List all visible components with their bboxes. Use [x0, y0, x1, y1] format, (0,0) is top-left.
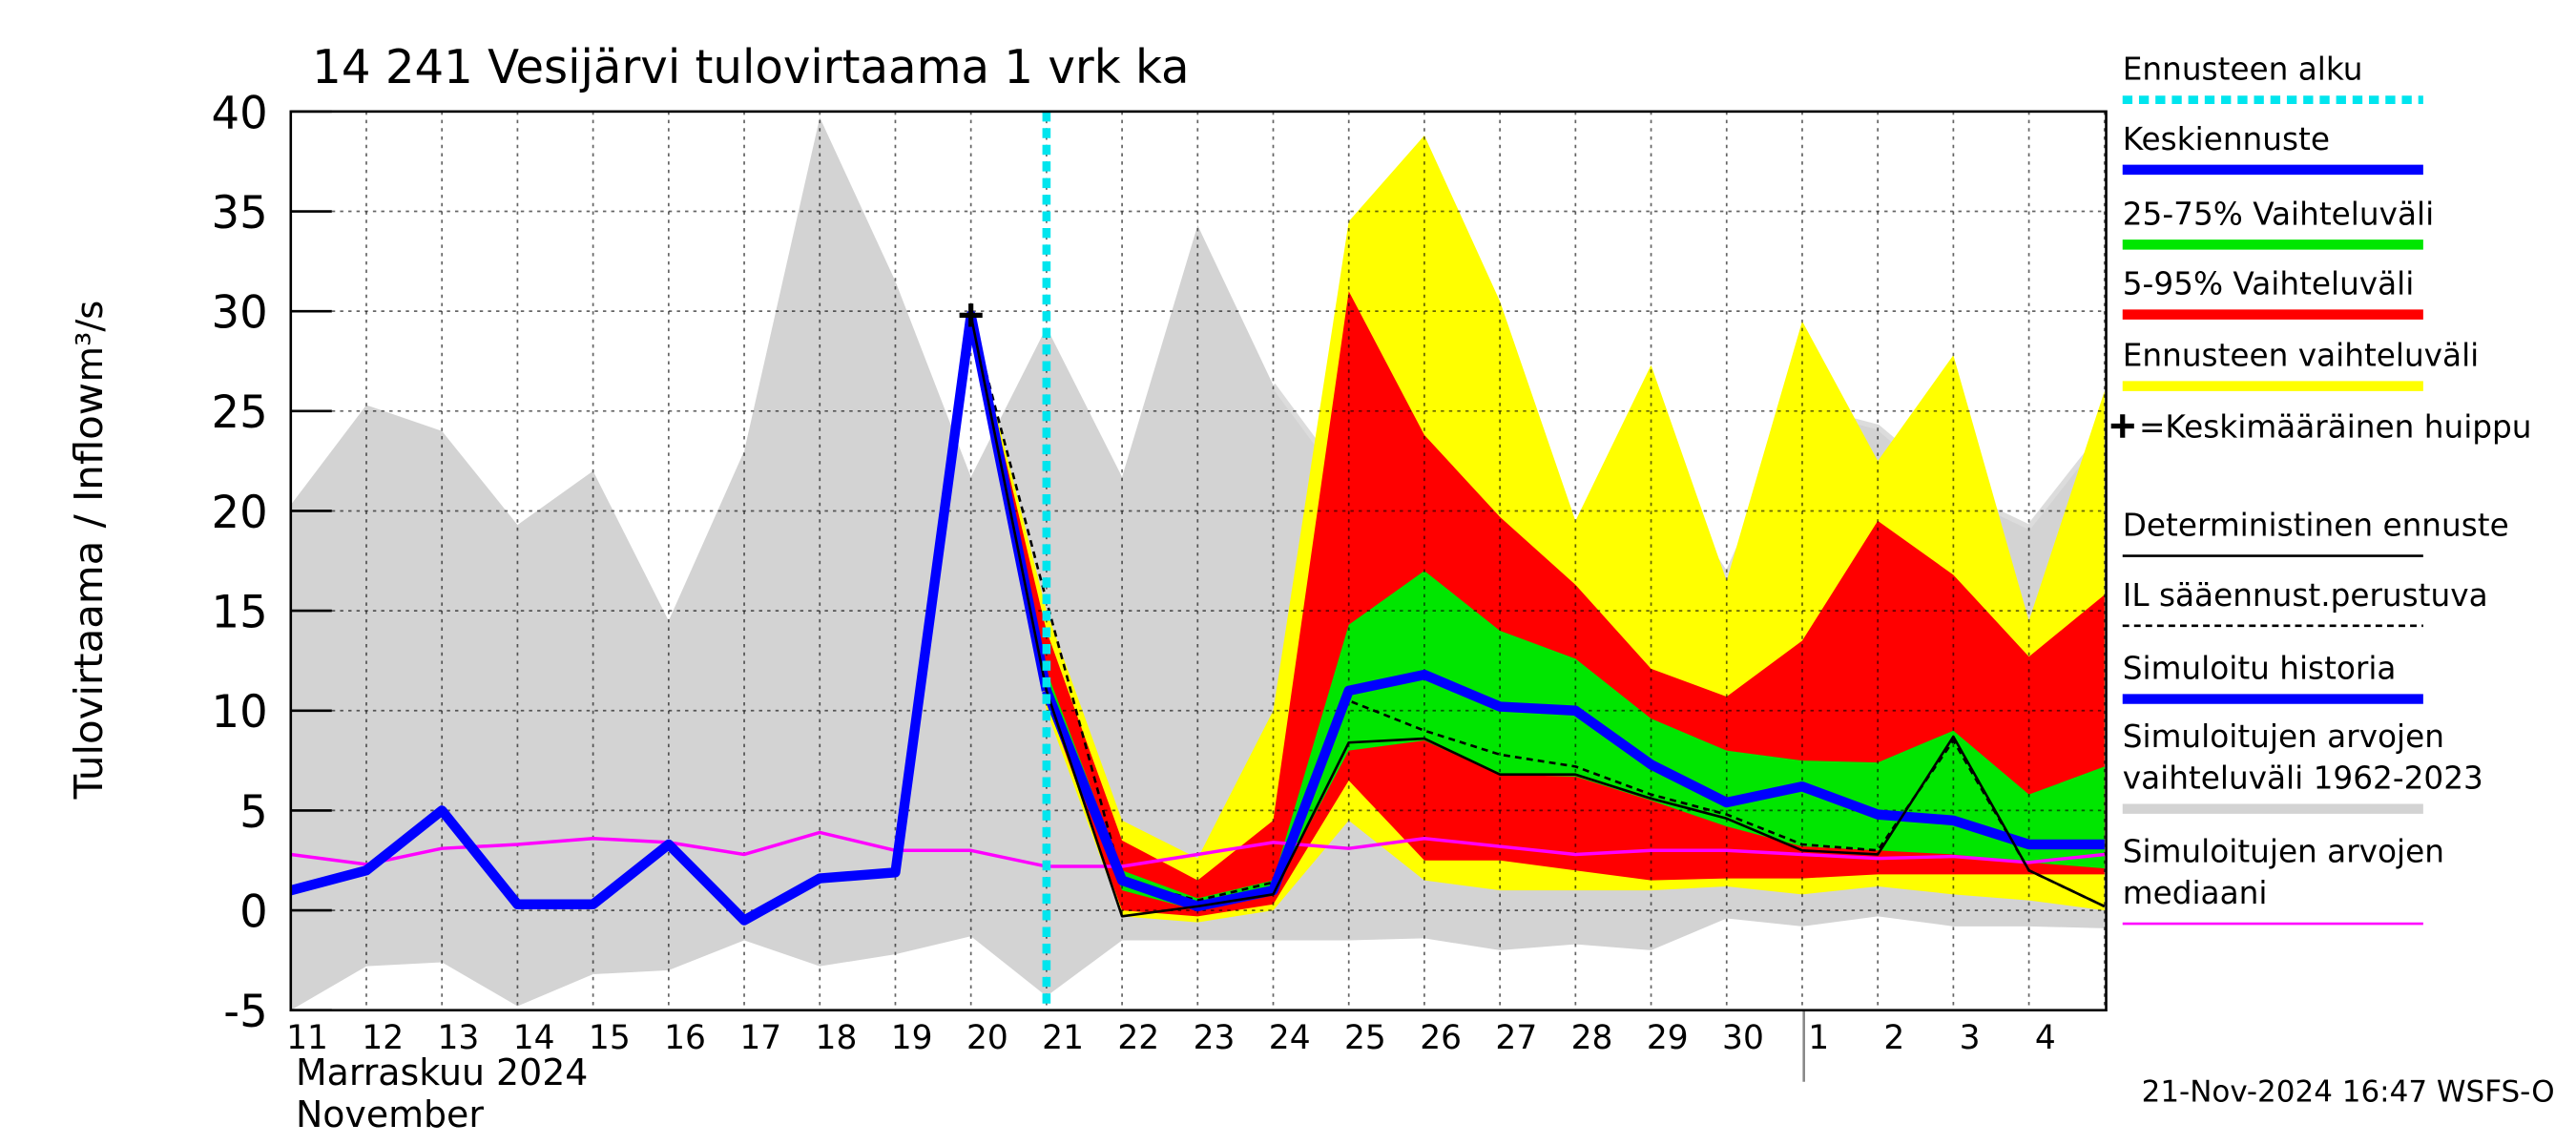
y-tick-label: 0 [239, 886, 268, 938]
x-tick-label: 30 [1722, 1019, 1764, 1057]
month-label: November [296, 1093, 484, 1135]
series-line [289, 310, 1051, 926]
x-tick-label: 4 [2035, 1019, 2056, 1057]
chart-title: 14 241 Vesijärvi tulovirtaama 1 vrk ka [312, 41, 1189, 94]
x-tick-label: 16 [664, 1019, 706, 1057]
x-tick-label: 17 [739, 1019, 781, 1057]
y-tick-label: 15 [212, 587, 268, 638]
legend-label: vaihteluväli 1962-2023 [2123, 760, 2483, 797]
series-line [969, 315, 2106, 918]
y-tick-label: 25 [212, 387, 268, 439]
month-label: Marraskuu 2024 [296, 1051, 588, 1093]
y-tick-label: 30 [212, 287, 268, 339]
y-tick-label: 5 [239, 787, 268, 839]
x-tick-label: 28 [1571, 1019, 1613, 1057]
y-tick-label: 10 [212, 687, 268, 739]
legend-label: mediaani [2123, 874, 2268, 911]
x-tick-label: 18 [816, 1019, 858, 1057]
y-tick-label: -5 [223, 987, 267, 1038]
x-tick-label: 25 [1344, 1019, 1386, 1057]
plot-frame [289, 110, 2108, 1012]
x-tick-label: 24 [1269, 1019, 1311, 1057]
x-tick-label: 19 [891, 1019, 933, 1057]
x-tick-label: 15 [589, 1019, 631, 1057]
x-tick-label: 11 [286, 1019, 328, 1057]
y-axis-unit: m³/s [69, 301, 111, 383]
legend-symbol [2110, 414, 2134, 438]
legend-label: IL sääennust.perustuva [2123, 576, 2488, 614]
x-tick-label: 13 [438, 1019, 480, 1057]
x-tick-label: 26 [1420, 1019, 1462, 1057]
x-tick-label: 1 [1808, 1019, 1829, 1057]
x-tick-label: 29 [1647, 1019, 1689, 1057]
x-tick-label: 27 [1495, 1019, 1537, 1057]
x-tick-label: 12 [362, 1019, 404, 1057]
x-tick-label: 2 [1883, 1019, 1904, 1057]
range-band [970, 291, 2105, 917]
legend-label: Keskiennuste [2123, 120, 2330, 157]
x-tick-label: 22 [1117, 1019, 1159, 1057]
legend-label: =Keskimääräinen huippu [2139, 408, 2532, 446]
range-band [970, 315, 2105, 911]
series-line [1042, 669, 2105, 912]
legend-label: Ennusteen vaihteluväli [2123, 337, 2480, 374]
peak-marker [959, 303, 983, 327]
legend-label: Simuloitujen arvojen [2123, 718, 2444, 755]
footer: 21-Nov-2024 16:47 WSFS-O [2142, 1074, 2555, 1109]
y-axis-label: Tulovirtaama / Inflow [65, 383, 112, 800]
y-tick-label: 40 [212, 88, 268, 139]
legend-label: 25-75% Vaihteluväli [2123, 195, 2434, 232]
legend-label: 5-95% Vaihteluväli [2123, 265, 2415, 302]
y-tick-label: 35 [212, 188, 268, 239]
x-tick-label: 21 [1042, 1019, 1084, 1057]
legend-label: Deterministinen ennuste [2123, 506, 2509, 543]
legend-label: Ennusteen alku [2123, 51, 2363, 88]
legend-label: Simuloitujen arvojen [2123, 832, 2444, 869]
y-tick-label: 20 [212, 488, 268, 539]
legend-label: Simuloitu historia [2123, 649, 2397, 686]
x-tick-label: 14 [513, 1019, 555, 1057]
x-tick-label: 3 [1960, 1019, 1981, 1057]
series-line [290, 830, 2105, 868]
x-tick-label: 20 [966, 1019, 1008, 1057]
x-tick-label: 23 [1194, 1019, 1236, 1057]
